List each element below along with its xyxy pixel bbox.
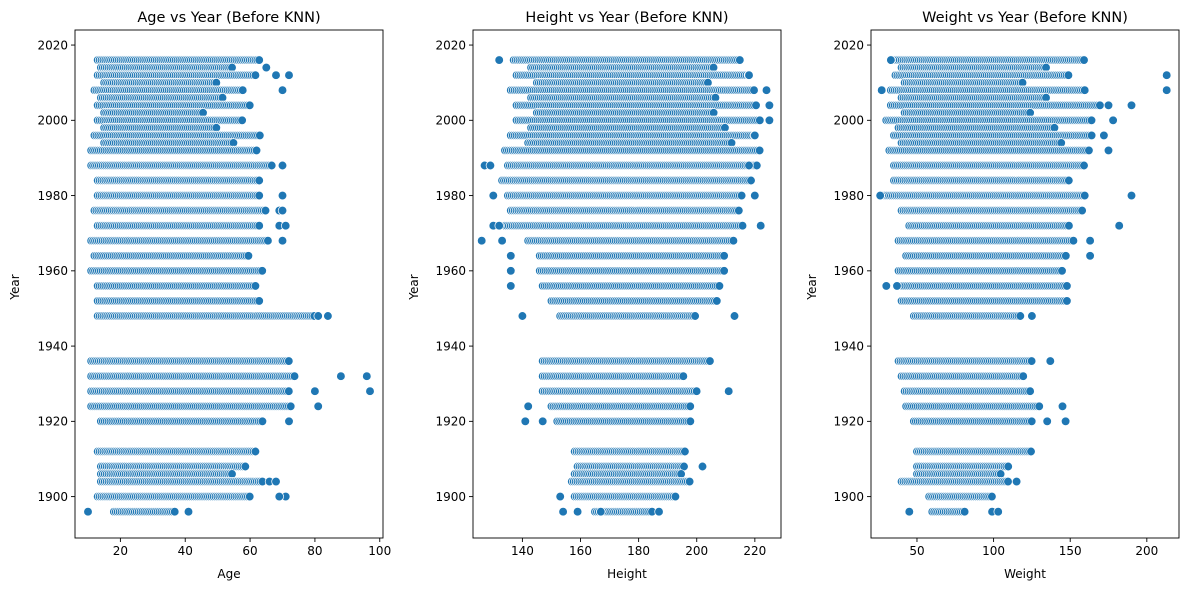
data-point xyxy=(277,160,288,171)
y-tick-label: 1980 xyxy=(37,189,68,203)
x-tick-label: 100 xyxy=(368,544,391,558)
data-point xyxy=(254,175,264,186)
data-point xyxy=(237,115,247,125)
data-point xyxy=(754,145,765,156)
data-point xyxy=(271,70,281,80)
data-point xyxy=(752,160,762,171)
data-point xyxy=(245,100,255,110)
data-point xyxy=(736,190,747,201)
x-axis-label-age: Age xyxy=(217,567,240,581)
data-point xyxy=(257,416,268,426)
data-point xyxy=(274,491,284,502)
data-point xyxy=(749,85,759,95)
data-point xyxy=(240,461,250,472)
data-point xyxy=(260,205,271,216)
data-point xyxy=(277,85,288,95)
data-point xyxy=(277,205,288,216)
chart-panel-age: Age vs Year (Before KNN) Age Year 20 40 60… xyxy=(8,10,391,581)
y-axis-label-age: Year xyxy=(8,274,22,300)
x-tick-label: 40 xyxy=(178,544,193,558)
data-point xyxy=(255,130,265,141)
data-point xyxy=(250,281,261,291)
y-axis-label-height: Year xyxy=(407,274,421,300)
data-point xyxy=(735,55,745,65)
data-point xyxy=(250,70,261,80)
data-point xyxy=(170,507,180,517)
data-point xyxy=(277,236,288,246)
y-tick-label: 1940 xyxy=(37,339,68,353)
x-tick-label: 60 xyxy=(242,544,257,558)
data-point xyxy=(243,251,254,261)
data-point xyxy=(263,236,273,246)
data-point xyxy=(261,62,271,73)
data-point xyxy=(362,371,372,381)
data-point xyxy=(245,491,255,502)
data-point xyxy=(289,371,300,381)
chart-panel-height: Height vs Year (Before KNN) Height Year … xyxy=(407,10,782,581)
scatter-points-height xyxy=(477,55,775,517)
data-point xyxy=(734,205,744,216)
data-point xyxy=(284,386,294,396)
x-tick-label: 20 xyxy=(113,544,128,558)
y-tick-label: 2000 xyxy=(37,114,68,128)
chart-title-height: Height vs Year (Before KNN) xyxy=(525,10,728,26)
data-point xyxy=(271,476,281,487)
data-point xyxy=(365,386,375,396)
y-tick-label: 2020 xyxy=(37,38,68,52)
data-point xyxy=(751,100,761,110)
data-point xyxy=(310,386,320,396)
data-point xyxy=(251,145,262,156)
chart-title-age: Age vs Year (Before KNN) xyxy=(137,10,320,26)
data-point xyxy=(284,70,294,80)
data-point xyxy=(755,115,765,125)
data-point xyxy=(277,190,288,201)
data-point xyxy=(257,266,267,276)
data-point xyxy=(284,416,294,426)
data-point xyxy=(183,507,194,517)
y-tick-label: 1960 xyxy=(37,264,68,278)
y-tick-label: 1900 xyxy=(37,490,68,504)
data-point xyxy=(83,507,93,517)
data-point xyxy=(254,296,264,306)
data-point xyxy=(254,221,264,231)
data-point xyxy=(281,221,291,231)
data-point xyxy=(238,85,248,95)
data-point xyxy=(286,401,296,411)
data-point xyxy=(254,190,264,201)
data-point xyxy=(254,55,264,65)
data-point xyxy=(323,311,333,321)
x-tick-label: 80 xyxy=(307,544,322,558)
data-point xyxy=(250,446,261,457)
x-axis-label-height: Height xyxy=(607,567,647,581)
data-point xyxy=(267,160,277,171)
data-point xyxy=(313,311,323,321)
data-point xyxy=(336,371,346,381)
data-point xyxy=(746,175,756,186)
scatter-points-age xyxy=(83,55,375,517)
y-tick-label: 1920 xyxy=(37,415,68,429)
data-point xyxy=(284,356,294,366)
data-point xyxy=(313,401,323,411)
